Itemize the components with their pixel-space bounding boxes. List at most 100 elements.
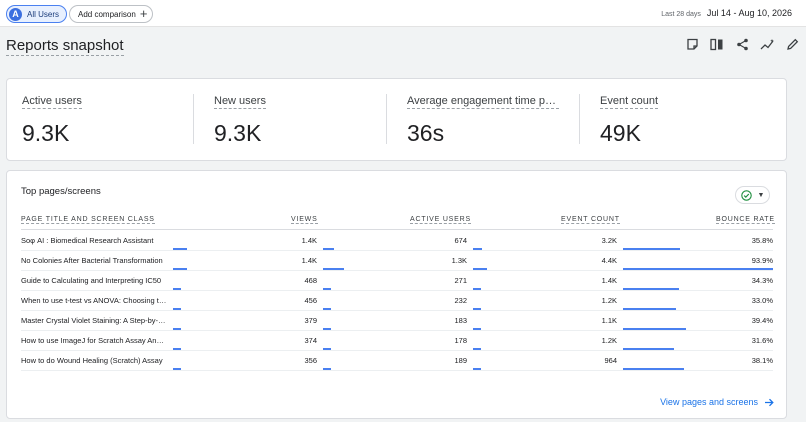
compare-columns-icon[interactable] <box>709 36 725 52</box>
metric-new-users[interactable]: New users 9.3K <box>214 95 384 147</box>
all-users-label: All Users <box>27 9 60 19</box>
view-pages-label: View pages and screens <box>660 397 758 407</box>
event-count-cell: 964 <box>604 356 617 365</box>
page-title-cell[interactable]: Guide to Calculating and Interpreting IC… <box>21 276 162 285</box>
event-count-bar <box>473 368 481 370</box>
views-cell: 356 <box>304 356 317 365</box>
page-title-cell[interactable]: Soφ AI : Biomedical Research Assistant <box>21 236 154 245</box>
metric-active-users[interactable]: Active users 9.3K <box>22 95 192 147</box>
event-count-bar <box>473 288 481 290</box>
active-users-bar <box>323 248 334 250</box>
header-bounce-rate[interactable]: BOUNCE RATE <box>716 216 775 224</box>
page-title-cell[interactable]: When to use t-test vs ANOVA: Choosing th… <box>21 296 167 305</box>
event-count-cell: 1.1K <box>601 316 617 325</box>
table-row[interactable]: How to use ImageJ for Scratch Assay Anal… <box>21 331 773 351</box>
chevron-down-icon: ▼ <box>757 191 765 199</box>
metric-label: New users <box>214 95 266 109</box>
bounce-rate-cell: 34.3% <box>751 276 773 285</box>
header-page-title[interactable]: PAGE TITLE AND SCREEN CLASS <box>21 216 155 224</box>
page-title-cell[interactable]: Master Crystal Violet Staining: A Step-b… <box>21 316 167 325</box>
active-users-bar <box>323 288 331 290</box>
table-row[interactable]: When to use t-test vs ANOVA: Choosing th… <box>21 291 773 311</box>
metric-divider <box>579 94 580 144</box>
bounce-rate-cell: 39.4% <box>751 316 773 325</box>
views-cell: 1.4K <box>301 256 317 265</box>
header-views[interactable]: VIEWS <box>291 216 318 224</box>
page-title-cell[interactable]: How to do Wound Healing (Scratch) Assay <box>21 356 163 365</box>
card-title: Top pages/screens <box>21 186 101 197</box>
metric-value: 9.3K <box>22 120 70 146</box>
date-range-picker[interactable]: Last 28 days Jul 14 - Aug 10, 2026 <box>661 8 792 18</box>
table-row[interactable]: How to do Wound Healing (Scratch) Assay 3… <box>21 351 773 371</box>
views-cell: 379 <box>304 316 317 325</box>
metric-avg-engagement[interactable]: Average engagement time per active user … <box>407 95 577 147</box>
event-count-bar <box>473 248 482 250</box>
event-count-cell: 1.4K <box>601 276 617 285</box>
event-count-cell: 3.2K <box>601 236 617 245</box>
active-users-cell: 271 <box>454 276 467 285</box>
event-count-bar <box>473 328 481 330</box>
metric-label: Average engagement time per active user <box>407 95 559 109</box>
header-event-count[interactable]: EVENT COUNT <box>561 216 620 224</box>
check-circle-icon <box>740 189 752 201</box>
add-comparison-label: Add comparison <box>78 9 136 19</box>
views-bar <box>173 248 187 250</box>
active-users-bar <box>323 348 331 350</box>
metric-label: Event count <box>600 95 659 109</box>
metric-divider <box>386 94 387 144</box>
edit-comment-icon[interactable] <box>684 36 700 52</box>
views-bar <box>173 268 187 270</box>
bounce-rate-bar <box>623 268 773 270</box>
table-row[interactable]: Master Crystal Violet Staining: A Step-b… <box>21 311 773 331</box>
all-users-chip[interactable]: A All Users <box>6 5 68 23</box>
bounce-rate-bar <box>623 368 684 370</box>
plus-icon: + <box>139 6 148 21</box>
views-cell: 468 <box>304 276 317 285</box>
bounce-rate-cell: 93.9% <box>751 256 773 265</box>
views-cell: 456 <box>304 296 317 305</box>
pencil-icon[interactable] <box>784 36 800 52</box>
page-title-cell[interactable]: How to use ImageJ for Scratch Assay Anal… <box>21 336 167 345</box>
table-row[interactable]: No Colonies After Bacterial Transformati… <box>21 251 773 271</box>
active-users-bar <box>323 268 344 270</box>
views-bar <box>173 328 181 330</box>
bounce-rate-bar <box>623 328 686 330</box>
views-cell: 1.4K <box>301 236 317 245</box>
header-active-users[interactable]: ACTIVE USERS <box>410 216 471 224</box>
add-comparison-button[interactable]: Add comparison + <box>69 5 154 23</box>
top-bar: A All Users Add comparison + Last 28 day… <box>0 0 806 27</box>
event-count-cell: 1.2K <box>601 296 617 305</box>
event-count-bar <box>473 348 481 350</box>
table-row[interactable]: Soφ AI : Biomedical Research Assistant 1.… <box>21 231 773 251</box>
views-bar <box>173 348 181 350</box>
share-icon[interactable] <box>734 36 750 52</box>
bounce-rate-bar <box>623 248 680 250</box>
bounce-rate-cell: 38.1% <box>751 356 773 365</box>
page-title: Reports snapshot <box>6 37 124 56</box>
insights-icon[interactable] <box>759 36 775 52</box>
active-users-bar <box>323 328 331 330</box>
title-toolbar <box>684 36 800 52</box>
date-range-prefix: Last 28 days <box>661 11 701 18</box>
event-count-cell: 4.4K <box>601 256 617 265</box>
view-pages-link[interactable]: View pages and screens <box>660 397 774 407</box>
active-users-cell: 178 <box>454 336 467 345</box>
event-count-cell: 1.2K <box>601 336 617 345</box>
active-users-cell: 232 <box>454 296 467 305</box>
insight-status-dropdown[interactable]: ▼ <box>735 186 770 204</box>
table-row[interactable]: Guide to Calculating and Interpreting IC… <box>21 271 773 291</box>
bounce-rate-cell: 35.8% <box>751 236 773 245</box>
top-pages-card: Top pages/screens ▼ PAGE TITLE AND SCREE… <box>6 170 787 419</box>
event-count-bar <box>473 308 481 310</box>
arrow-right-icon <box>765 398 774 406</box>
page-title-cell[interactable]: No Colonies After Bacterial Transformati… <box>21 256 163 265</box>
metric-event-count[interactable]: Event count 49K <box>600 95 770 147</box>
active-users-cell: 1.3K <box>451 256 467 265</box>
date-range-value: Jul 14 - Aug 10, 2026 <box>706 8 792 18</box>
metric-value: 9.3K <box>214 120 262 146</box>
active-users-cell: 674 <box>454 236 467 245</box>
metric-value: 49K <box>600 120 641 146</box>
active-users-cell: 189 <box>454 356 467 365</box>
bounce-rate-cell: 31.6% <box>751 336 773 345</box>
active-users-bar <box>323 308 331 310</box>
